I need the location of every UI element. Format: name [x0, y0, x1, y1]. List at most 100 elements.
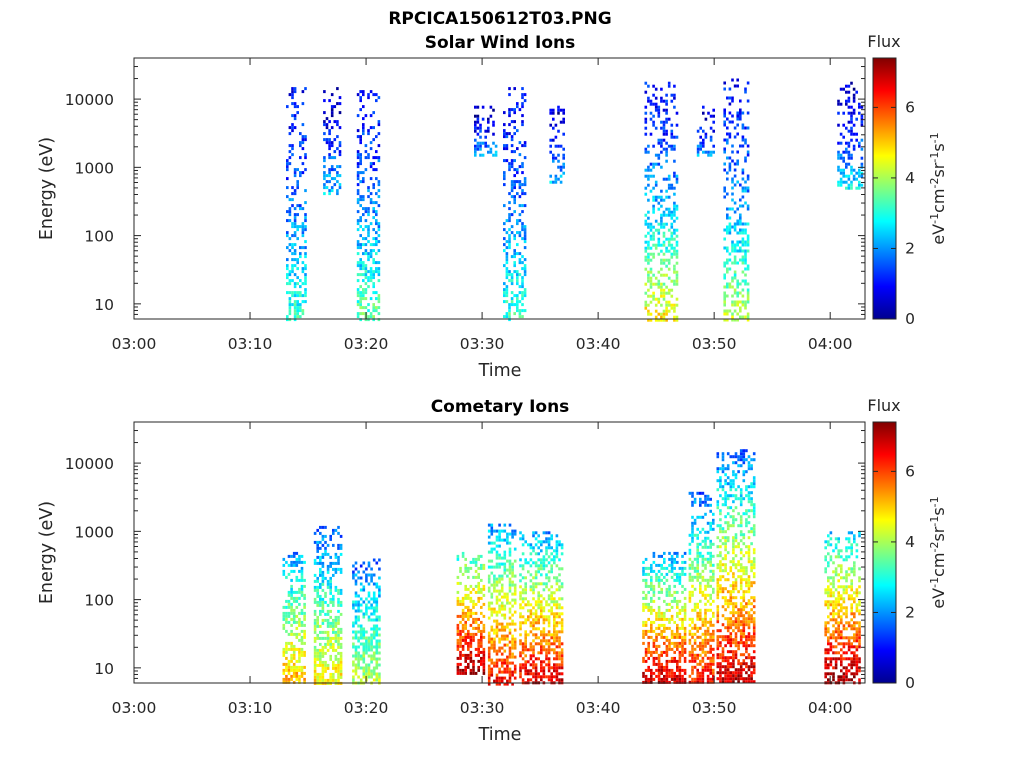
spectrogram-cell — [503, 264, 506, 268]
spectrogram-cell — [691, 650, 694, 654]
spectrogram-cell — [540, 564, 543, 568]
spectrogram-cell — [292, 563, 296, 567]
spectrogram-cell — [706, 497, 710, 501]
spectrogram-cell — [858, 111, 861, 115]
spectrogram-cell — [654, 195, 658, 199]
spectrogram-cell — [547, 618, 551, 622]
spectrogram-cell — [732, 584, 735, 588]
spectrogram-cell — [338, 165, 342, 169]
spectrogram-cell — [477, 596, 480, 600]
spectrogram-cell — [503, 568, 507, 572]
spectrogram-cell — [300, 587, 304, 591]
spectrogram-cell — [665, 129, 668, 133]
spectrogram-cell — [365, 666, 368, 670]
panel-title: Solar Wind Ions — [425, 33, 576, 53]
spectrogram-cell — [747, 590, 751, 594]
spectrogram-cell — [650, 650, 653, 654]
spectrogram-cell — [472, 668, 475, 672]
spectrogram-cell — [732, 521, 735, 525]
spectrogram-cell — [553, 621, 556, 625]
spectrogram-cell — [724, 479, 727, 483]
spectrogram-cell — [357, 639, 360, 643]
spectrogram-cell — [377, 180, 381, 184]
spectrogram-cell — [365, 663, 368, 667]
spectrogram-cell — [729, 494, 733, 498]
spectrogram-cell — [860, 162, 864, 166]
spectrogram-cell — [726, 282, 729, 286]
spectrogram-cell — [523, 228, 527, 232]
spectrogram-cell — [558, 597, 561, 601]
spectrogram-cell — [745, 449, 748, 453]
spectrogram-cell — [739, 521, 743, 525]
spectrogram-cell — [290, 596, 293, 600]
spectrogram-cell — [316, 672, 319, 676]
spectrogram-cell — [364, 210, 368, 214]
spectrogram-cell — [657, 252, 661, 256]
spectrogram-cell — [709, 659, 712, 663]
spectrogram-cell — [298, 596, 301, 600]
spectrogram-cell — [537, 594, 540, 598]
spectrogram-cell — [506, 634, 509, 638]
spectrogram-cell — [842, 150, 845, 154]
spectrogram-cell — [367, 309, 370, 313]
spectrogram-cell — [291, 291, 294, 295]
spectrogram-cell — [558, 606, 561, 610]
spectrogram-cell — [352, 570, 355, 574]
spectrogram-cell — [665, 258, 668, 262]
spectrogram-cell — [299, 252, 302, 256]
spectrogram-cell — [744, 300, 747, 304]
spectrogram-cell — [665, 602, 669, 606]
spectrogram-cell — [461, 647, 465, 651]
spectrogram-cell — [372, 654, 376, 658]
spectrogram-cell — [704, 638, 707, 642]
spectrogram-cell — [508, 679, 512, 683]
spectrogram-cell — [706, 578, 710, 582]
spectrogram-cell — [676, 626, 679, 630]
spectrogram-cell — [367, 669, 371, 673]
spectrogram-cell — [505, 315, 509, 319]
spectrogram-cell — [464, 623, 467, 627]
spectrogram-cell — [691, 521, 694, 525]
spectrogram-cell — [356, 135, 360, 139]
spectrogram-cell — [372, 273, 375, 277]
spectrogram-cell — [737, 485, 740, 489]
spectrogram-cell — [367, 195, 370, 199]
spectrogram-cell — [511, 568, 514, 572]
spectrogram-cell — [678, 665, 682, 669]
spectrogram-cell — [477, 650, 480, 654]
spectrogram-cell — [495, 664, 499, 668]
spectrogram-cell — [662, 315, 666, 319]
spectrogram-cell — [732, 539, 735, 543]
spectrogram-cell — [467, 644, 470, 648]
spectrogram-cell — [660, 198, 663, 202]
spectrogram-cell — [553, 591, 556, 595]
spectrogram-cell — [508, 123, 511, 127]
spectrogram-cell — [709, 638, 712, 642]
spectrogram-cell — [292, 614, 296, 618]
spectrogram-cell — [367, 675, 371, 679]
spectrogram-cell — [316, 633, 319, 637]
spectrogram-cell — [699, 635, 702, 639]
spectrogram-cell — [732, 680, 735, 684]
spectrogram-cell — [508, 547, 512, 551]
spectrogram-cell — [660, 590, 663, 594]
spectrogram-cell — [487, 589, 491, 593]
spectrogram-cell — [370, 633, 373, 637]
spectrogram-cell — [660, 222, 663, 226]
spectrogram-cell — [503, 649, 507, 653]
spectrogram-cell — [706, 545, 710, 549]
spectrogram-cell — [319, 570, 322, 574]
spectrogram-cell — [550, 537, 553, 541]
spectrogram-cell — [329, 597, 332, 601]
spectrogram-cell — [296, 291, 299, 295]
spectrogram-cell — [300, 638, 304, 642]
spectrogram-cell — [729, 641, 733, 645]
spectrogram-cell — [295, 665, 299, 669]
spectrogram-cell — [726, 225, 729, 229]
spectrogram-cell — [706, 593, 710, 597]
spectrogram-cell — [555, 663, 559, 667]
spectrogram-cell — [285, 617, 288, 621]
spectrogram-cell — [298, 638, 301, 642]
spectrogram-cell — [292, 617, 296, 621]
spectrogram-cell — [354, 672, 358, 676]
